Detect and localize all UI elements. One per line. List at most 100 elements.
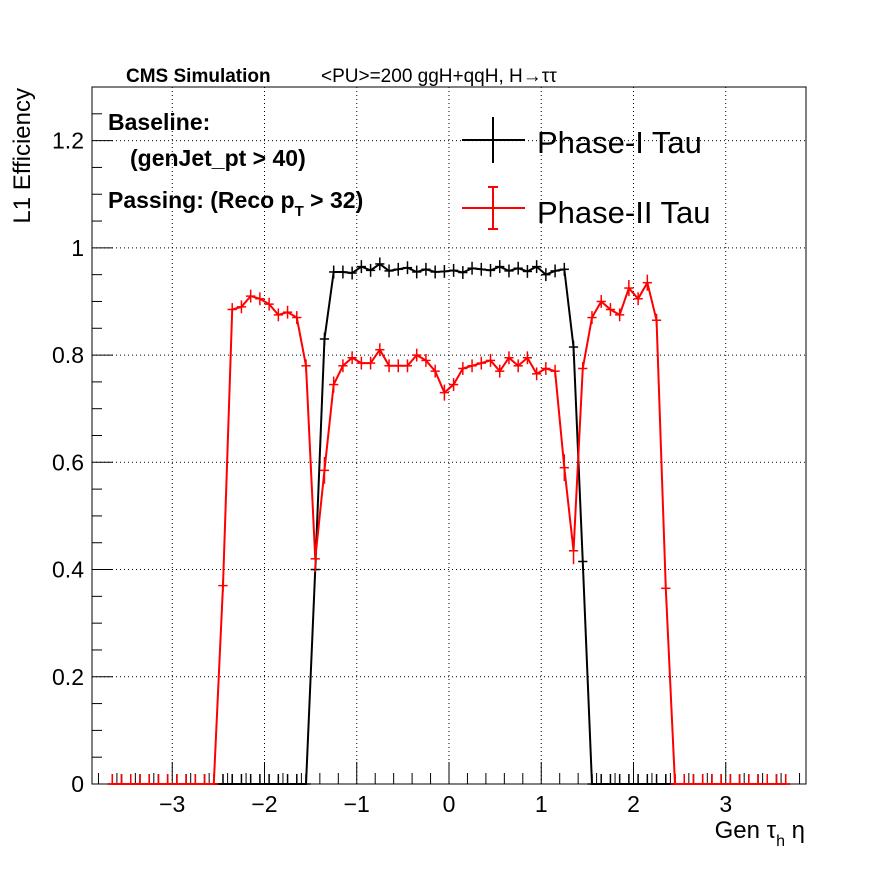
data-point [467, 359, 477, 373]
data-point [449, 378, 459, 391]
data-point [421, 354, 431, 367]
x-tick-label: −1 [344, 791, 370, 817]
data-point [532, 367, 542, 381]
x-tick-label: 1 [535, 791, 548, 817]
annotation-passing-tail: > 32) [304, 187, 363, 213]
data-point [430, 265, 440, 279]
data-point [734, 774, 745, 785]
annotation-baseline: Baseline: [108, 109, 210, 135]
data-point [356, 356, 366, 370]
data-point [568, 340, 579, 354]
data-point [319, 456, 330, 484]
data-point [605, 774, 616, 785]
data-point [347, 266, 357, 280]
header-cms-simulation: CMS Simulation [126, 66, 271, 87]
data-point [347, 351, 357, 365]
legend-marker-phase2 [462, 186, 525, 230]
data-point [513, 261, 523, 275]
data-point [781, 774, 791, 785]
data-point [624, 280, 634, 297]
data-point [661, 581, 671, 595]
y-tick-label: 1 [71, 235, 84, 261]
data-point [421, 262, 431, 276]
data-point [485, 354, 496, 367]
data-point [725, 774, 735, 785]
data-point [384, 359, 394, 373]
data-point [227, 303, 237, 316]
annotation-genjet: (genJet_pt > 40) [130, 145, 306, 171]
data-point [642, 274, 652, 291]
data-point [716, 774, 726, 785]
data-point [199, 774, 210, 785]
data-point [329, 376, 339, 393]
x-axis-title-main: Gen τ [715, 817, 777, 844]
data-point [661, 774, 671, 785]
data-point [282, 774, 293, 785]
data-point [578, 362, 588, 375]
data-point [439, 265, 449, 278]
data-point [596, 295, 606, 308]
data-point [559, 262, 569, 276]
data-point [107, 774, 117, 785]
data-point [163, 774, 173, 785]
y-tick-label: 0.2 [52, 664, 84, 690]
data-point [596, 774, 606, 785]
data-point [144, 774, 154, 785]
data-point [587, 311, 597, 324]
legend-label-phase2: Phase-II Tau [537, 195, 710, 230]
data-point [246, 774, 256, 785]
data-point [153, 774, 164, 785]
data-point [292, 774, 302, 785]
data-point [338, 265, 348, 279]
legend: Phase-I Tau Phase-II Tau [462, 117, 710, 230]
series-1 [107, 274, 791, 785]
data-point [679, 774, 689, 785]
data-point [282, 305, 293, 319]
data-point [402, 359, 413, 373]
annotation-passing-main: Passing: (Reco p [108, 187, 295, 213]
data-point [615, 774, 625, 785]
data-point [375, 343, 385, 357]
data-point [292, 311, 302, 324]
x-tick-label: 0 [443, 791, 456, 817]
data-point [365, 263, 376, 277]
data-point [707, 774, 717, 785]
data-point [236, 774, 247, 785]
data-point [375, 257, 385, 271]
data-point [430, 364, 440, 378]
data-point [495, 260, 505, 274]
y-tick-label: 1.2 [52, 128, 84, 154]
data-point [458, 266, 468, 279]
data-point [227, 774, 237, 785]
data-point [402, 261, 413, 275]
x-tick-label: 2 [627, 791, 640, 817]
data-point [393, 359, 403, 373]
data-point [522, 265, 533, 278]
data-point [116, 774, 127, 785]
data-point [264, 774, 274, 785]
data-point [559, 454, 569, 482]
x-axis-title-sub: h [776, 833, 785, 850]
data-point [172, 774, 182, 785]
data-point [753, 774, 763, 785]
data-point [550, 264, 560, 278]
data-point [522, 351, 533, 365]
data-point [209, 774, 219, 785]
data-point [532, 260, 542, 274]
annotation-passing: Passing: (Reco pT > 32) [108, 187, 363, 220]
legend-label-phase1: Phase-I Tau [537, 125, 702, 160]
y-tick-label: 0.4 [52, 557, 84, 583]
data-point [412, 265, 422, 279]
series-line [112, 280, 786, 785]
data-point [273, 774, 283, 785]
data-point [485, 263, 496, 277]
data-point [439, 384, 449, 401]
x-axis-title: Gen τh η [715, 817, 805, 850]
data-point [393, 262, 403, 276]
data-point [495, 364, 505, 378]
data-point [126, 774, 136, 785]
data-point [744, 774, 754, 785]
data-point [651, 774, 662, 785]
data-point [329, 265, 339, 279]
